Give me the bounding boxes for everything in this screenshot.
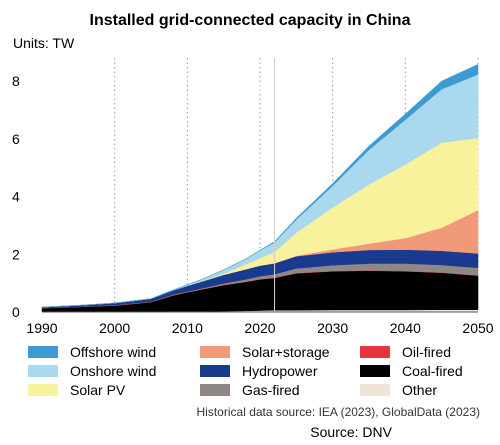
chart-title: Installed grid-connected capacity in Chi… (89, 12, 411, 29)
legend-item-onshore-wind: Onshore wind (28, 362, 156, 380)
legend-swatch-solar-pv (28, 384, 58, 396)
y-tick-label-2: 2 (12, 246, 20, 262)
area-offshore-wind (41, 63, 479, 308)
legend-item-oil-fired: Oil-fired (360, 343, 451, 361)
legend-label-hydropower: Hydropower (242, 363, 318, 379)
y-tick-label-0: 0 (12, 304, 20, 320)
legend-item-hydropower: Hydropower (200, 362, 317, 380)
y-tick-label-6: 6 (12, 131, 20, 147)
x-tick-label-1990: 1990 (26, 320, 57, 336)
chart-legend: Offshore wind Onshore wind Solar PV Solar+s… (28, 343, 500, 403)
units-label: Units: TW (13, 35, 75, 51)
legend-label-coal-fired: Coal-fired (402, 363, 463, 379)
legend-label-oil-fired: Oil-fired (402, 344, 452, 360)
legend-swatch-coal-fired (360, 365, 390, 377)
x-tick-label-2030: 2030 (317, 320, 348, 336)
x-tick-label-2000: 2000 (99, 320, 130, 336)
legend-label-solar-pv: Solar PV (70, 382, 126, 398)
x-tick-label-2010: 2010 (172, 320, 203, 336)
legend-item-offshore-wind: Offshore wind (28, 343, 156, 361)
legend-swatch-oil-fired (360, 346, 390, 358)
legend-label-solar-storage: Solar+storage (242, 344, 330, 360)
legend-swatch-onshore-wind (28, 365, 58, 377)
legend-label-gas-fired: Gas-fired (242, 382, 300, 398)
legend-swatch-gas-fired (200, 384, 230, 396)
legend-swatch-other (360, 384, 390, 396)
legend-item-solar-pv: Solar PV (28, 381, 125, 399)
x-tick-label-2040: 2040 (390, 320, 421, 336)
legend-label-other: Other (402, 382, 438, 398)
historical-data-note: Historical data source: IEA (2023), Glob… (196, 405, 480, 419)
y-tick-label-8: 8 (12, 73, 20, 89)
legend-item-solar-storage: Solar+storage (200, 343, 330, 361)
legend-label-onshore-wind: Onshore wind (70, 363, 157, 379)
legend-swatch-offshore-wind (28, 346, 58, 358)
source-note: Source: DNV (310, 424, 392, 440)
legend-swatch-solar-storage (200, 346, 230, 358)
legend-item-other: Other (360, 381, 437, 399)
legend-item-gas-fired: Gas-fired (200, 381, 300, 399)
legend-item-coal-fired: Coal-fired (360, 362, 463, 380)
capacity-area-chart: 0 2 4 6 8 1990 2000 2010 2020 2030 2040 2050 (12, 58, 494, 336)
legend-label-offshore-wind: Offshore wind (70, 344, 157, 360)
x-tick-label-2050: 2050 (462, 320, 493, 336)
legend-swatch-hydropower (200, 365, 230, 377)
x-tick-label-2020: 2020 (244, 320, 275, 336)
y-tick-label-4: 4 (12, 189, 20, 205)
